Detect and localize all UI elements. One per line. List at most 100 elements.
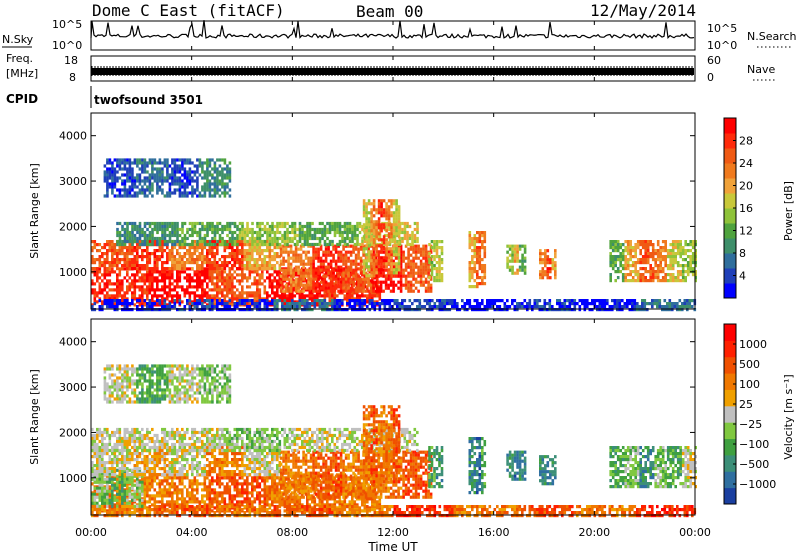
heat-cell [395,284,398,287]
heat-cell [174,305,177,308]
heat-cell [139,191,142,194]
heat-cell [169,188,172,191]
heat-cell [363,211,366,214]
heat-cell [365,217,368,220]
heat-cell [306,222,309,225]
heat-cell [181,300,184,303]
heat-cell [401,240,404,243]
heat-cell [370,235,373,238]
heat-cell [171,276,174,279]
heat-cell [362,284,365,287]
heat-cell [244,308,247,311]
heat-cell [301,308,304,311]
freq-trace [92,66,694,76]
heat-cell [164,237,167,240]
heat-cell [330,278,333,281]
heat-cell [269,246,272,249]
heat-cell [296,308,299,311]
heat-cell [521,260,524,263]
heat-cell [476,249,479,252]
heat-cell [116,243,119,246]
heat-cell [239,261,242,264]
heat-cell [647,243,650,246]
heat-cell [161,170,164,173]
heat-cell [431,264,434,267]
heat-cell [146,255,149,258]
heat-cell [286,240,289,243]
heat-cell [395,214,398,217]
heat-cell [201,285,204,288]
heat-cell [378,217,381,220]
heat-cell [166,270,169,273]
heat-cell [269,294,272,297]
heat-cell [229,246,232,249]
heat-cell [241,252,244,255]
heat-cell [141,252,144,255]
heat-cell [336,231,339,234]
heat-cell [119,222,122,225]
heat-cell [387,284,390,287]
heat-cell [347,287,350,290]
heat-cell [181,285,184,288]
heat-cell [206,164,209,167]
heat-cell [667,267,670,270]
heat-cell [682,279,685,282]
heat-cell [289,240,292,243]
heat-cell [106,299,109,302]
heat-cell [474,240,477,243]
heat-cell [438,261,441,264]
heat-cell [206,167,209,170]
heat-cell [481,282,484,285]
heat-cell [251,294,254,297]
heat-cell [420,251,423,254]
heat-cell [189,267,192,270]
heat-cell [114,264,117,267]
heat-cell [340,290,343,293]
heat-cell [439,308,442,311]
heat-cell [146,164,149,167]
heat-cell [99,291,102,294]
heat-cell [229,243,232,246]
heat-cell [609,246,612,249]
heat-cell [146,246,149,249]
heat-cell [350,281,353,284]
heat-cell [229,170,232,173]
heat-cell [109,161,112,164]
heat-cell [287,260,290,263]
heat-cell [336,299,339,302]
heat-cell [271,267,274,270]
heat-cell [189,246,192,249]
heat-cell [654,264,657,267]
heat-cell [189,191,192,194]
heat-cell [144,264,147,267]
heat-cell [236,302,239,305]
heat-cell [231,237,234,240]
heat-cell [484,252,487,255]
heat-cell [196,282,199,285]
heat-cell [144,167,147,170]
heat-cell [154,167,157,170]
heat-cell [216,299,219,302]
heat-cell [204,273,207,276]
heat-cell [302,278,305,281]
heat-cell [159,302,162,305]
heat-cell [385,269,388,272]
heat-cell [352,260,355,263]
heat-cell [344,237,347,240]
heat-cell [191,234,194,237]
heat-cell [374,308,377,311]
heat-cell [286,308,289,311]
heat-cell [384,299,387,302]
heat-cell [189,291,192,294]
heat-cell [199,276,202,279]
heat-cell [407,260,410,263]
heat-cell [368,244,371,247]
heat-cell [350,245,353,248]
heat-cell [484,270,487,273]
heat-cell [226,261,229,264]
heat-cell [119,282,122,285]
heat-cell [347,257,350,260]
heat-cell [639,273,642,276]
heat-cell [299,234,302,237]
heat-cell [219,194,222,197]
